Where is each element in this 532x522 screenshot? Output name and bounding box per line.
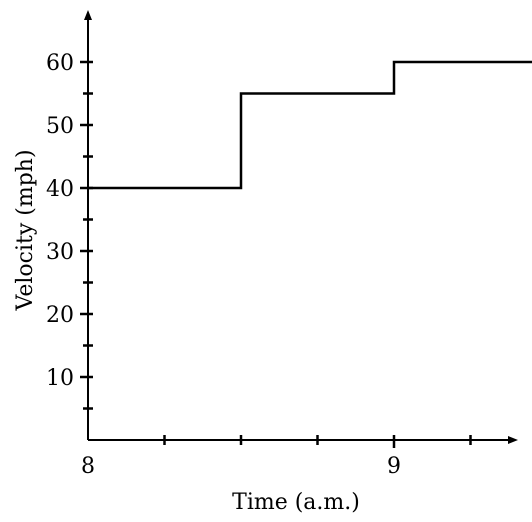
y-tick-label: 30: [46, 240, 74, 265]
axes: [84, 10, 518, 444]
y-tick-label: 50: [46, 114, 74, 139]
y-tick-label: 20: [46, 303, 74, 328]
y-tick-label: 60: [46, 51, 74, 76]
series: [88, 60, 532, 190]
y-tick-label: 10: [46, 366, 74, 391]
velocity-step-line: [88, 60, 532, 190]
x-axis-arrow-icon: [508, 436, 518, 444]
y-axis-label: Velocity (mph): [13, 149, 38, 311]
y-tick-label: 40: [46, 177, 74, 202]
y-axis-arrow-icon: [84, 10, 92, 20]
x-tick-label: 9: [387, 454, 401, 479]
y-axis-ticks: 10 20 30 40 50 60: [46, 51, 93, 410]
x-axis-label: Time (a.m.): [232, 490, 360, 515]
x-tick-label: 8: [81, 454, 95, 479]
